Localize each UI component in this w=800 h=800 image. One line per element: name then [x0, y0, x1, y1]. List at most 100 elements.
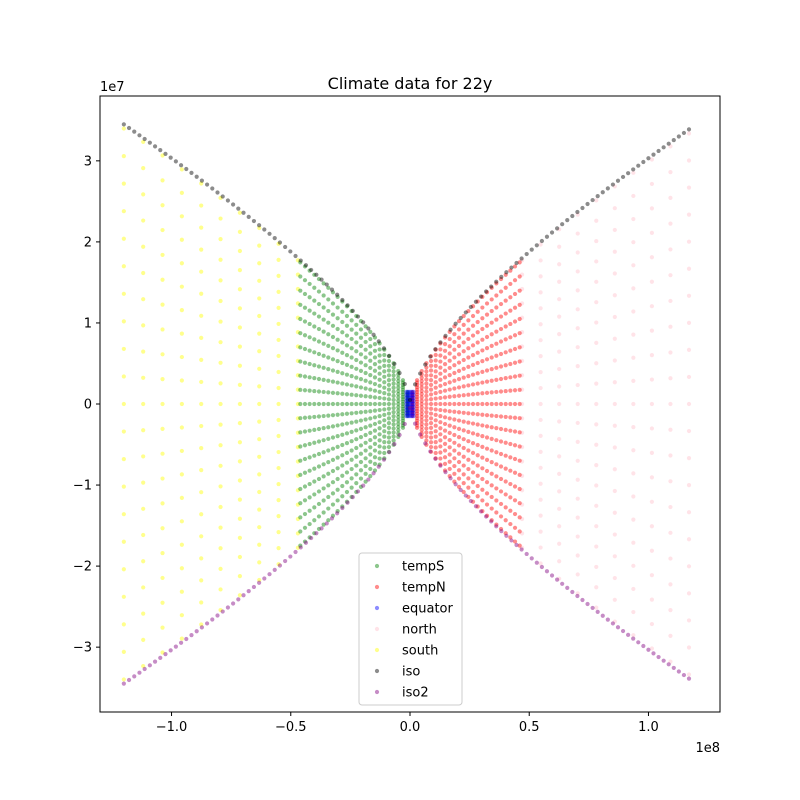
tempN-point — [489, 320, 494, 325]
tempN-point — [452, 370, 457, 376]
iso2-point — [272, 567, 277, 572]
tempS-point — [344, 401, 350, 407]
south-point — [199, 446, 204, 451]
north-point — [538, 497, 543, 502]
tempS-point — [391, 430, 396, 435]
tempN-point — [414, 409, 420, 414]
tempN-point — [489, 297, 494, 302]
tempS-point — [354, 384, 359, 389]
tempS-point — [368, 452, 373, 457]
tempN-point — [447, 445, 452, 450]
iso-point — [671, 137, 676, 143]
south-point — [179, 331, 184, 336]
tempN-point — [442, 342, 448, 347]
tempS-point — [372, 408, 378, 413]
iso-point — [376, 339, 381, 344]
tempS-point — [326, 320, 331, 325]
tempN-point — [475, 309, 480, 314]
tempS-point — [405, 412, 410, 417]
north-point — [575, 307, 580, 312]
tempS-point — [344, 323, 350, 328]
iso2-point — [646, 647, 651, 652]
tempS-point — [321, 426, 326, 431]
tempN-point — [484, 301, 490, 306]
tempN-point — [494, 305, 499, 310]
tempN-point — [489, 413, 494, 418]
tempS-point — [340, 432, 345, 437]
iso-point — [210, 186, 215, 191]
south-point — [237, 459, 242, 464]
tempS-point — [400, 397, 406, 402]
south-point — [121, 539, 126, 544]
tempN-point — [447, 380, 452, 385]
tempS-point — [298, 373, 303, 378]
north-point — [538, 354, 543, 359]
tempS-point — [349, 374, 354, 379]
north-point — [538, 545, 543, 550]
tempN-point — [466, 392, 471, 397]
tempN-point — [410, 413, 415, 419]
north-point — [557, 576, 562, 581]
tempS-point — [358, 360, 364, 365]
tempN-point — [512, 388, 518, 393]
tempN-point — [480, 369, 485, 374]
tempS-point — [405, 400, 410, 405]
tempS-point — [321, 498, 326, 503]
iso-point — [529, 247, 534, 252]
tempS-point — [396, 369, 401, 374]
tempS-point — [307, 468, 312, 473]
tempN-point — [424, 418, 429, 423]
tempS-point — [396, 398, 401, 403]
iso2-point — [204, 621, 210, 626]
tempS-point — [335, 380, 340, 385]
tempN-point — [512, 539, 518, 544]
tempN-point — [442, 408, 448, 413]
tempS-point — [326, 471, 331, 476]
tempS-point — [330, 413, 336, 418]
tempN-point — [438, 347, 443, 352]
south-point — [218, 546, 223, 551]
tempN-point — [512, 484, 518, 489]
iso2-point — [534, 560, 539, 565]
north-point — [594, 218, 599, 223]
iso-point — [651, 152, 656, 157]
tempS-point — [349, 420, 354, 425]
south-point — [218, 278, 223, 283]
tempS-point — [391, 369, 396, 374]
tempN-point — [494, 281, 499, 286]
tempN-point — [461, 401, 466, 407]
tempS-point — [354, 410, 359, 415]
iso2-point — [620, 628, 626, 634]
iso-point — [499, 274, 504, 280]
tempS-point — [302, 401, 308, 407]
tempS-point — [391, 418, 396, 423]
north-point — [519, 445, 525, 450]
tempS-point — [358, 335, 364, 340]
north-point — [649, 524, 655, 529]
tempS-point — [354, 349, 359, 354]
tempS-point — [354, 481, 359, 486]
iso-point — [381, 346, 387, 351]
tempN-point — [447, 430, 452, 435]
tempN-point — [480, 423, 485, 428]
tempN-point — [517, 316, 522, 322]
south-point — [218, 216, 223, 221]
north-point — [557, 489, 562, 494]
north-point — [594, 401, 599, 407]
iso2-point — [215, 613, 220, 618]
tempS-point — [363, 401, 368, 407]
tempS-point — [396, 378, 401, 384]
tempN-point — [438, 407, 443, 413]
north-point — [649, 255, 655, 260]
tempS-point — [405, 404, 410, 409]
tempS-point — [307, 521, 312, 527]
iso2-point — [319, 526, 324, 531]
tempN-point — [410, 410, 415, 415]
tempN-point — [461, 322, 466, 327]
tempN-point — [503, 531, 508, 536]
legend-label: north — [402, 623, 437, 638]
tempN-point — [498, 526, 504, 532]
tempS-point — [316, 289, 322, 294]
north-point — [686, 185, 692, 190]
south-point — [160, 600, 165, 605]
